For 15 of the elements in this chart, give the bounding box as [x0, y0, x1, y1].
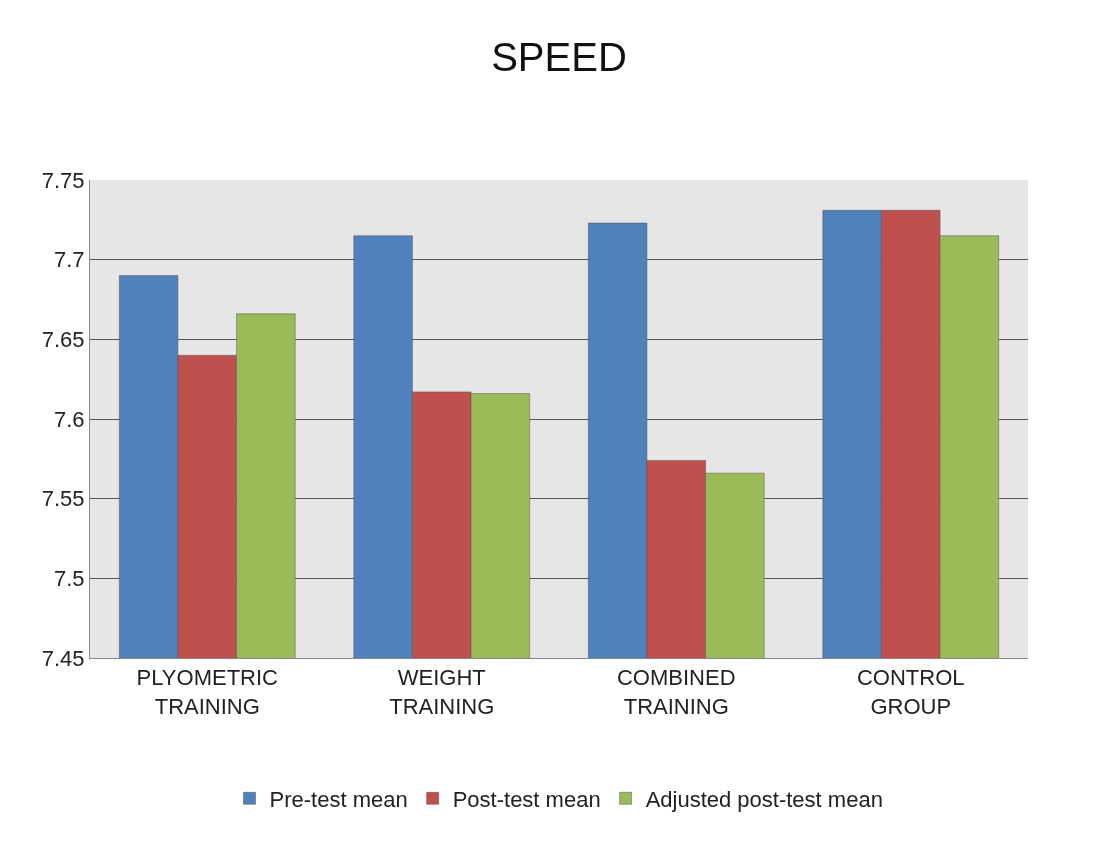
- legend-label: Post-test mean: [452, 786, 601, 812]
- legend-label: Adjusted post-test mean: [645, 786, 883, 812]
- legend-label: Pre-test mean: [269, 786, 408, 812]
- chart-title: SPEED: [491, 34, 627, 79]
- y-tick-label: 7.7: [54, 247, 85, 273]
- x-tick-label: WEIGHT TRAINING: [389, 665, 495, 719]
- y-tick-label: 7.6: [54, 406, 85, 432]
- y-tick-label: 7.55: [41, 486, 85, 512]
- y-tick-label: 7.45: [41, 645, 85, 671]
- y-tick-label: 7.5: [54, 566, 85, 592]
- x-tick-label: COMBINED TRAINING: [616, 665, 736, 719]
- x-tick-label: PLYOMETRIC TRAINING: [136, 665, 279, 719]
- x-tick-label: CONTROL GROUP: [856, 665, 965, 719]
- y-tick-label: 7.65: [41, 327, 85, 353]
- y-tick-label: 7.75: [41, 167, 85, 193]
